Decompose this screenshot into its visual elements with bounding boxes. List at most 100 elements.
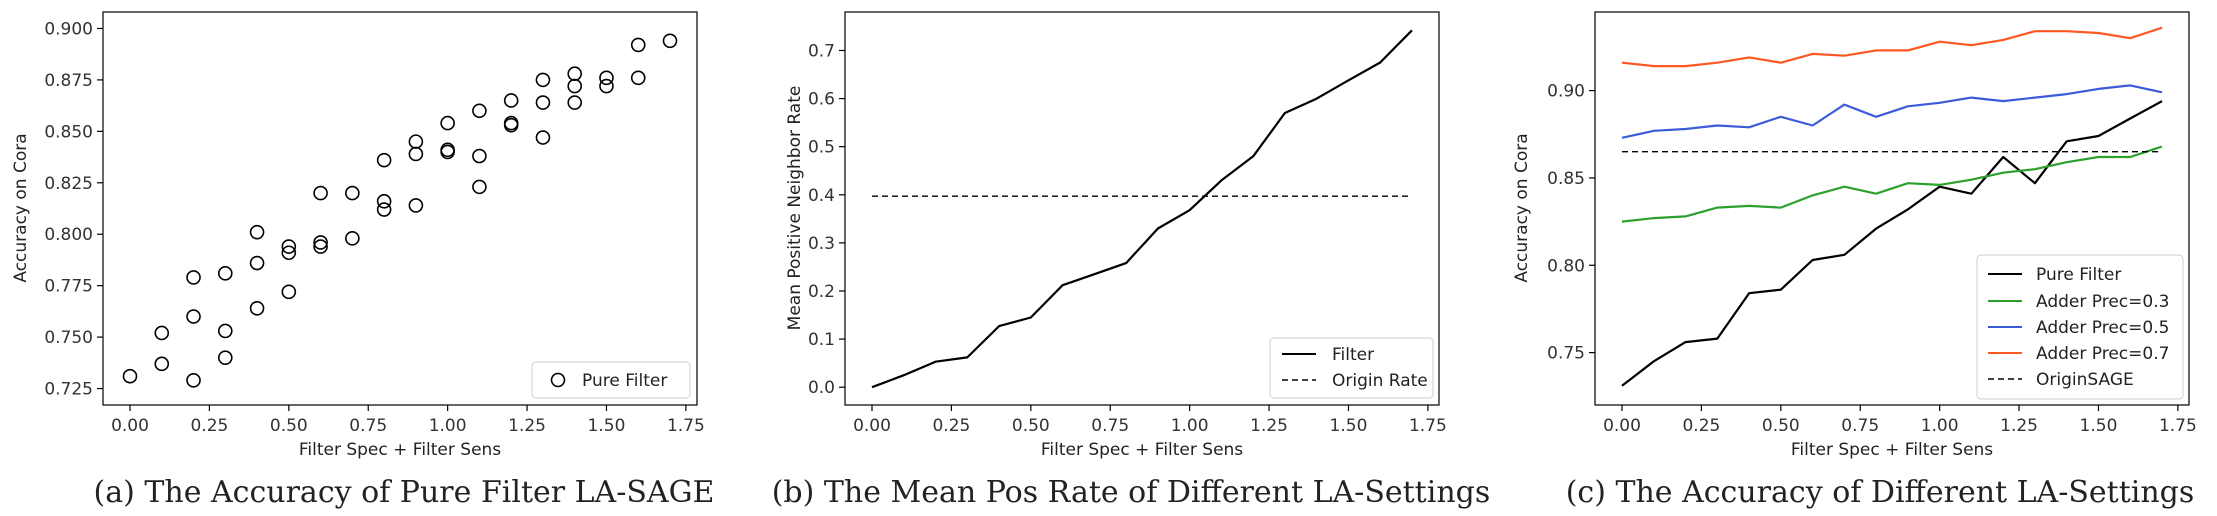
y-tick-label: 0.7 [808,41,835,61]
x-tick-label: 1.75 [667,416,705,436]
panel-c-x-axis-label: Filter Spec + Filter Sens [1791,440,1993,460]
legend-label-adder-0-7: Adder Prec=0.7 [2036,344,2169,364]
panel-c-caption: (c) The Accuracy of Different LA-Setting… [1566,475,2195,510]
panel-c-y-axis-label: Accuracy on Cora [1512,133,1532,282]
y-tick-label: 0.900 [44,19,93,39]
legend-label-adder-0-3: Adder Prec=0.3 [2036,292,2169,312]
panel-c-x-ticks: 0.00 0.25 0.50 0.75 1.00 1.25 1.50 1.75 [1603,405,2197,436]
data-point [408,134,424,149]
panel-b-x-ticks: 0.00 0.25 0.50 0.75 1.00 1.25 1.50 1.75 [853,405,1447,436]
x-tick-label: 0.25 [190,416,228,436]
data-point [662,33,678,49]
data-point [249,300,265,316]
panel-a-x-ticks: 0.00 0.25 0.50 0.75 1.00 1.25 1.50 1.75 [111,405,705,436]
x-tick-label: 1.50 [588,416,626,436]
data-point [376,202,392,217]
y-tick-label: 0.2 [808,282,835,302]
panel-c-plot-frame [1594,11,2190,406]
legend-label-adder-0-5: Adder Prec=0.5 [2036,318,2169,338]
x-tick-label: 0.25 [932,416,970,436]
y-tick-label: 0.850 [44,122,93,142]
x-tick-label: 1.75 [1409,416,1447,436]
data-point [440,142,455,158]
data-point [567,95,583,110]
data-point [281,245,297,261]
x-tick-label: 1.25 [2000,416,2038,436]
series-line-adder-prec-0-5 [1621,84,2163,139]
data-point [345,185,360,201]
data-point [630,37,646,53]
x-tick-label: 1.00 [1921,416,1959,436]
panel-b-y-ticks: 0.0 0.1 0.2 0.3 0.4 0.5 0.6 0.7 [808,41,845,398]
x-tick-label: 1.00 [1171,416,1209,436]
data-point [217,266,233,281]
y-tick-label: 0.85 [1547,169,1585,189]
panel-b-marks [871,29,1413,389]
panel-b-x-axis-label: Filter Spec + Filter Sens [1041,440,1243,460]
data-point [535,95,551,110]
x-tick-label: 1.50 [1330,416,1368,436]
panel-b-plot-frame [844,11,1440,406]
data-point [217,323,233,339]
data-point [472,148,487,164]
y-tick-label: 0.90 [1547,82,1585,102]
panel-a-legend: Pure Filter [531,361,691,399]
data-point [313,235,328,250]
data-point [313,239,328,254]
panel-a-accuracy-scatter: 0.00 0.25 0.50 0.75 1.00 1.25 1.50 1.75 0.725 0.… [11,11,715,510]
x-tick-label: 1.25 [508,416,546,436]
data-point [345,231,360,246]
legend-marker-pure-filter [550,372,566,388]
panel-b-mean-pos-rate: 0.00 0.25 0.50 0.75 1.00 1.25 1.50 1.75 0.00.10… [772,11,1490,510]
data-point [408,198,424,213]
data-point [122,368,138,384]
y-tick-label: 0.875 [44,71,93,91]
data-point [186,270,201,285]
y-tick-label: 0.4 [808,186,835,206]
data-point [535,72,551,88]
x-tick-label: 0.00 [111,416,149,436]
y-tick-label: 0.775 [44,277,93,297]
panel-a-plot-frame [102,11,698,406]
y-tick-label: 0.6 [808,90,835,110]
data-point [630,70,646,86]
data-point [249,224,265,240]
data-point [503,93,519,108]
panel-a-y-ticks: 0.725 0.750 0.775 0.800 0.825 0.850 0.875 0.900 [44,19,103,400]
series-line-filter [871,29,1413,389]
y-tick-label: 0.75 [1547,344,1585,364]
x-tick-label: 1.00 [429,416,467,436]
y-tick-label: 0.725 [44,380,93,400]
x-tick-label: 1.50 [2080,416,2118,436]
panel-c-legend-box [1976,254,2184,400]
data-point [154,325,170,341]
data-point [376,152,392,168]
x-tick-label: 0.25 [1682,416,1720,436]
data-point [313,185,328,201]
x-tick-label: 0.75 [349,416,387,436]
data-point [472,179,487,195]
series-line-adder-prec-0-3 [1621,145,2163,223]
legend-label-origin-rate: Origin Rate [1332,371,1428,391]
data-point [281,239,297,254]
data-point [440,115,455,131]
y-tick-label: 0.3 [808,234,835,254]
data-point [599,70,614,86]
data-point [376,193,392,209]
x-tick-label: 0.75 [1091,416,1129,436]
y-tick-label: 0.80 [1547,256,1585,276]
panel-a-caption: (a) The Accuracy of Pure Filter LA-SAGE [94,475,715,510]
panel-a-marks [122,33,678,388]
legend-label-pure-filter-c: Pure Filter [2036,265,2121,285]
x-tick-label: 0.50 [270,416,308,436]
x-tick-label: 0.00 [1603,416,1641,436]
data-point [281,284,297,300]
panel-a-legend-box [531,361,691,399]
data-point [249,255,265,271]
x-tick-label: 0.00 [853,416,891,436]
y-tick-label: 0.5 [808,138,835,158]
panel-b-legend: Filter Origin Rate [1269,337,1434,399]
data-point [535,130,551,145]
y-tick-label: 0.750 [44,328,93,348]
